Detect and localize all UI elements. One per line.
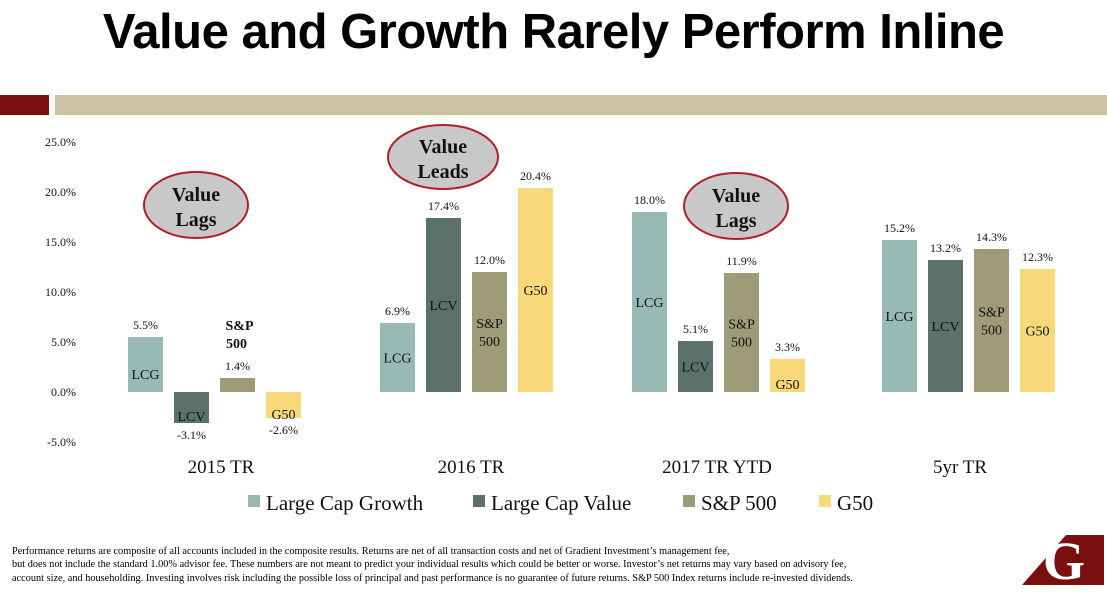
- legend-label: Large Cap Growth: [266, 491, 424, 515]
- bar: [266, 392, 301, 418]
- bar-label: LCG: [132, 368, 160, 383]
- annotation-text: Value: [712, 185, 760, 207]
- bar: [380, 323, 415, 392]
- y-tick-label: 10.0%: [45, 285, 76, 299]
- legend-swatch: [248, 495, 260, 507]
- data-label: 3.3%: [775, 340, 800, 354]
- bar: [928, 260, 963, 392]
- y-tick-label: 15.0%: [45, 235, 76, 249]
- footnote-line-2: but does not include the standard 1.00% …: [12, 559, 847, 571]
- bar: [220, 378, 255, 392]
- annotation-bubble: [683, 172, 789, 240]
- logo-letter: G: [1043, 531, 1085, 585]
- bar: [678, 341, 713, 392]
- data-label: 13.2%: [930, 241, 961, 255]
- data-label: 17.4%: [428, 199, 459, 213]
- data-label: -2.6%: [269, 423, 298, 437]
- x-tick-label: 2016 TR: [438, 457, 505, 478]
- footnote: Performance returns are composite of all…: [12, 545, 1012, 585]
- bar-label: LCV: [932, 320, 960, 335]
- y-tick-label: -5.0%: [47, 435, 76, 449]
- footnote-line-3: account size, and householding. Investin…: [12, 572, 853, 584]
- bar: [1020, 269, 1055, 392]
- bar: [882, 240, 917, 392]
- data-label: 11.9%: [726, 254, 757, 268]
- annotation-bubble: [387, 124, 499, 190]
- data-label: -3.1%: [177, 428, 206, 442]
- bar-label: 500: [226, 337, 247, 352]
- bar-label: G50: [271, 408, 295, 423]
- x-tick-label: 2015 TR: [188, 457, 255, 478]
- data-label: 6.9%: [385, 304, 410, 318]
- annotation-text: Lags: [175, 209, 216, 231]
- accent-bar-red: [0, 95, 49, 115]
- bar-label: G50: [775, 378, 799, 393]
- bar-label: LCV: [682, 361, 710, 376]
- data-label: 5.1%: [683, 322, 708, 336]
- bar-label: LCG: [384, 352, 412, 367]
- bar-label: G50: [1025, 325, 1049, 340]
- data-label: 15.2%: [884, 221, 915, 235]
- bar-label: S&P: [978, 306, 1005, 321]
- page-title: Value and Growth Rarely Perform Inline: [102, 5, 1005, 59]
- y-tick-label: 5.0%: [51, 335, 76, 349]
- footnote-line-1: Performance returns are composite of all…: [12, 546, 730, 557]
- bar: [174, 392, 209, 423]
- bar: [974, 249, 1009, 392]
- data-label: 12.3%: [1022, 250, 1053, 264]
- annotation-text: Lags: [715, 210, 756, 232]
- legend-swatch: [819, 495, 831, 507]
- bar-label: LCG: [636, 296, 664, 311]
- annotation-bubble: [143, 171, 249, 239]
- bar: [472, 272, 507, 392]
- legend-label: G50: [837, 491, 873, 515]
- legend-swatch: [473, 495, 485, 507]
- bar: [724, 273, 759, 392]
- x-tick-label: 5yr TR: [933, 457, 987, 478]
- annotation-text: Leads: [417, 161, 468, 183]
- bar-label: LCG: [886, 310, 914, 325]
- accent-bar-tan: [55, 95, 1107, 115]
- bar-chart: -5.0% 0.0% 5.0% 10.0% 15.0% 20.0% 25.0% 5.5% LCG…: [45, 124, 1055, 515]
- bar-label: 500: [731, 336, 752, 351]
- y-tick-label: 0.0%: [51, 385, 76, 399]
- bar-label: S&P: [728, 318, 755, 333]
- y-tick-label: 25.0%: [45, 135, 76, 149]
- bar-label: S&P: [476, 317, 503, 332]
- bar-label: 500: [479, 335, 500, 350]
- y-tick-label: 20.0%: [45, 185, 76, 199]
- bar-label: LCV: [430, 299, 458, 314]
- legend-swatch: [683, 495, 695, 507]
- bar: [770, 359, 805, 392]
- x-tick-label: 2017 TR YTD: [662, 457, 772, 478]
- bar-label: S&P: [226, 319, 254, 334]
- legend-label: S&P 500: [701, 491, 777, 515]
- legend-label: Large Cap Value: [491, 491, 631, 515]
- data-label: 1.4%: [225, 359, 250, 373]
- bar-label: G50: [523, 284, 547, 299]
- bar: [632, 212, 667, 392]
- bar-label: 500: [981, 324, 1002, 339]
- bar: [426, 218, 461, 392]
- bar-label: LCV: [178, 410, 206, 425]
- bar: [128, 337, 163, 392]
- annotation-text: Value: [172, 184, 220, 206]
- data-label: 20.4%: [520, 169, 551, 183]
- data-label: 12.0%: [474, 253, 505, 267]
- data-label: 18.0%: [634, 193, 665, 207]
- annotation-text: Value: [419, 136, 467, 158]
- data-label: 5.5%: [133, 318, 158, 332]
- bar: [518, 188, 553, 392]
- company-logo: G: [1022, 527, 1104, 585]
- data-label: 14.3%: [976, 230, 1007, 244]
